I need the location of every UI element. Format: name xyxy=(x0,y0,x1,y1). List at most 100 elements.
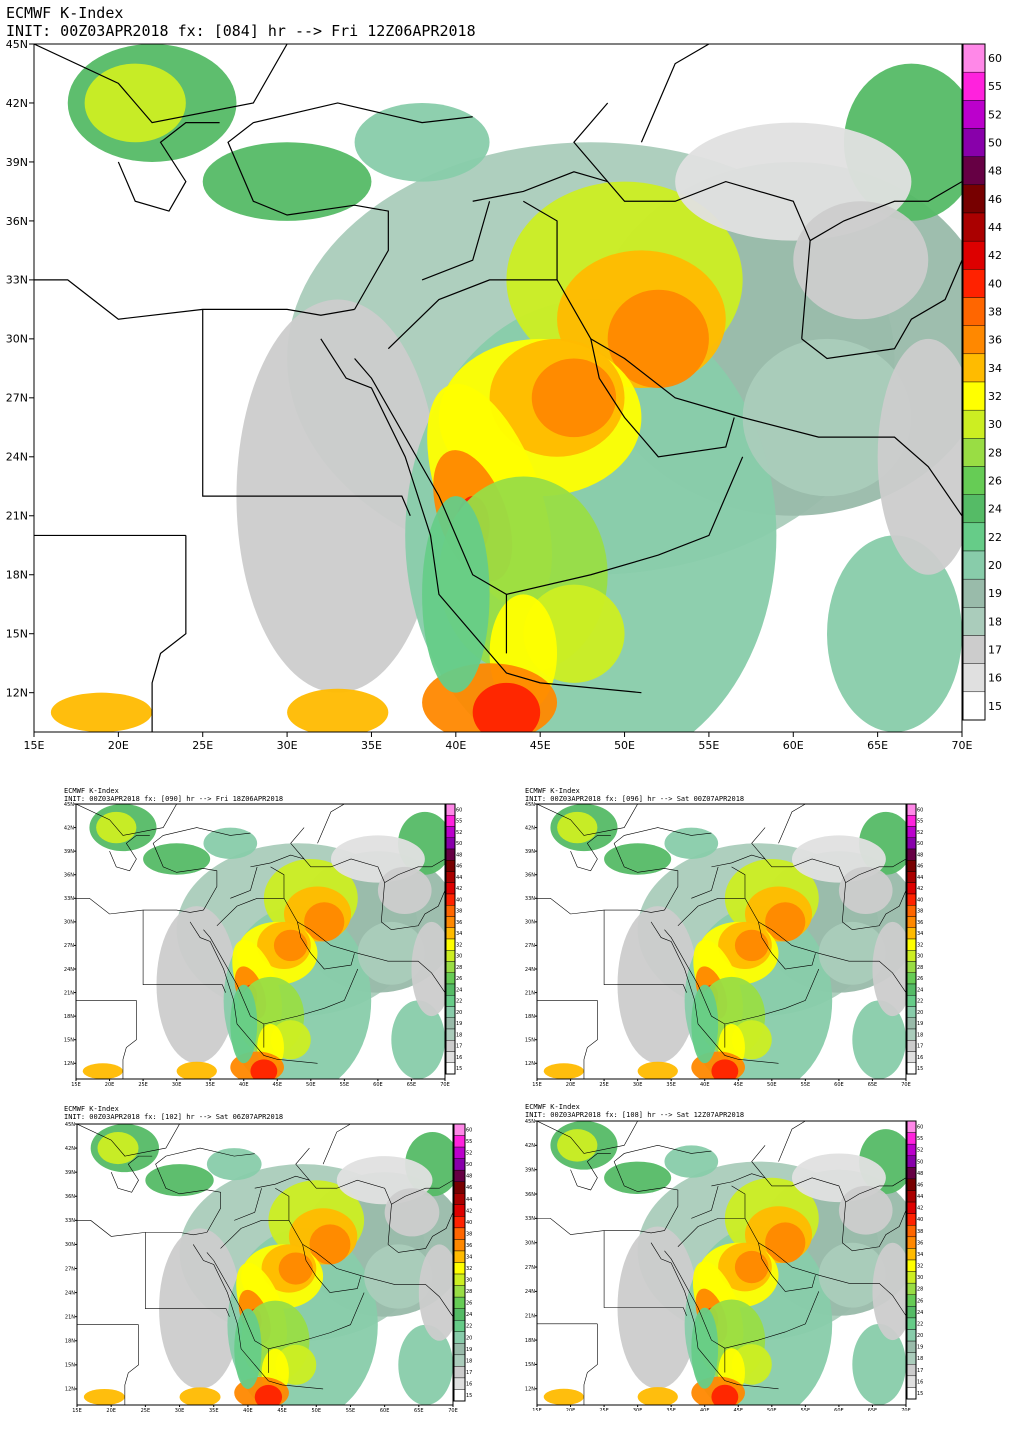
colorbar-label: 24 xyxy=(988,503,1002,516)
colorbar-label: 24 xyxy=(917,987,923,993)
colorbar-swatch xyxy=(906,1155,917,1168)
lon-tick-label: 55E xyxy=(340,1082,350,1087)
colorbar-swatch xyxy=(906,837,917,850)
lon-tick-label: 40E xyxy=(700,1082,710,1087)
colorbar-frame xyxy=(906,1120,917,1400)
lat-tick-label: 24N xyxy=(6,451,28,464)
panel-init-label: INIT: 00Z03APR2018 fx: [084] hr --> Fri … xyxy=(6,22,476,40)
lat-tick-label: 18N xyxy=(525,1338,535,1344)
colorbar-label: 46 xyxy=(917,864,923,870)
k-index-field xyxy=(537,1121,906,1405)
border-line xyxy=(320,338,642,694)
colorbar-swatch xyxy=(453,1239,466,1252)
colorbar-swatch xyxy=(906,916,917,928)
lat-tick-label: 12N xyxy=(525,1061,535,1067)
colorbar-swatch xyxy=(445,983,456,996)
border-line xyxy=(152,827,251,911)
colorbar-label: 19 xyxy=(917,1021,923,1027)
border-line xyxy=(506,456,744,595)
k-index-contour xyxy=(818,921,886,985)
colorbar-swatch xyxy=(445,972,456,985)
lon-tick-label: 20E xyxy=(106,1408,116,1414)
lat-tick-label: 12N xyxy=(65,1387,75,1393)
lat-tick-label: 36N xyxy=(64,872,74,878)
border-line xyxy=(203,929,265,1048)
k-index-contour xyxy=(364,1244,433,1309)
border-line xyxy=(758,921,906,993)
colorbar-frame xyxy=(453,1123,466,1402)
map-frame xyxy=(33,43,963,733)
lon-tick-label: 30E xyxy=(633,1408,643,1411)
k-index-contour xyxy=(691,984,719,1064)
colorbar-label: 19 xyxy=(917,1345,923,1351)
k-index-contour xyxy=(604,843,672,875)
colorbar-swatch xyxy=(906,1201,917,1214)
k-index-contour xyxy=(531,358,617,438)
colorbar-swatch xyxy=(962,297,986,326)
lon-tick-label: 50E xyxy=(767,1082,777,1087)
colorbar-label: 42 xyxy=(456,886,462,892)
lon-tick-label: 45E xyxy=(277,1408,287,1414)
colorbar-label: 44 xyxy=(917,1194,923,1200)
colorbar-swatch xyxy=(906,893,917,906)
colorbar-swatch xyxy=(962,269,986,298)
colorbar-swatch xyxy=(453,1389,466,1402)
colorbar-swatch xyxy=(906,961,917,973)
colorbar-swatch xyxy=(445,927,456,940)
border-line xyxy=(263,968,359,1025)
colorbar-swatch xyxy=(906,1259,917,1272)
border-line xyxy=(234,1188,262,1221)
border-line xyxy=(570,835,611,872)
colorbar-label: 30 xyxy=(917,1275,923,1281)
lon-tick-label: 55E xyxy=(346,1408,356,1414)
colorbar-label: 22 xyxy=(988,531,1002,544)
border-line xyxy=(202,309,411,517)
colorbar-swatch xyxy=(962,71,986,101)
panel-title: ECMWF K-Index xyxy=(525,787,580,795)
colorbar-swatch xyxy=(962,212,986,242)
colorbar-label: 38 xyxy=(917,1229,923,1235)
colorbar-swatch xyxy=(906,1178,917,1191)
lat-tick-label: 15N xyxy=(64,1037,74,1043)
colorbar-label: 52 xyxy=(456,830,462,836)
colorbar-label: 55 xyxy=(988,80,1002,93)
border-line xyxy=(317,804,345,844)
lon-tick-label: 60E xyxy=(783,739,804,752)
k-index-map: 15E 20E 25E 30E 35E 40E 45E 50E 55E 60E 65E 70E 45N 4… xyxy=(525,1119,923,1411)
lat-tick-label: 18N xyxy=(65,1339,75,1345)
k-index-contour xyxy=(203,827,258,859)
lon-tick-label: 70E xyxy=(448,1408,458,1414)
colorbar-swatch xyxy=(906,1340,917,1353)
lat-tick-label: 21N xyxy=(6,510,28,523)
lat-tick-label: 33N xyxy=(525,1216,535,1222)
lon-tick-label: 65E xyxy=(414,1408,424,1414)
border-line xyxy=(842,890,906,931)
colorbar-label: 55 xyxy=(466,1139,472,1145)
colorbar-label: 16 xyxy=(456,1055,462,1061)
border-line xyxy=(391,1179,453,1205)
k-index-contour xyxy=(384,1188,440,1237)
lon-tick-label: 65E xyxy=(868,1408,878,1411)
colorbar-label: 50 xyxy=(456,841,462,847)
k-index-contour xyxy=(543,1063,584,1079)
colorbar-swatch xyxy=(445,950,456,962)
k-index-contour xyxy=(838,866,893,914)
colorbar-swatch xyxy=(962,128,986,157)
lat-tick-label: 12N xyxy=(64,1061,74,1067)
colorbar-swatch xyxy=(906,1329,917,1342)
map-frame xyxy=(75,803,446,1080)
colorbar-label: 20 xyxy=(456,1010,462,1016)
border-line xyxy=(275,1187,290,1221)
k-index-contour xyxy=(664,1145,719,1178)
colorbar-swatch xyxy=(962,466,986,495)
colorbar-swatch xyxy=(453,1181,466,1194)
lat-tick-label: 15N xyxy=(525,1037,535,1043)
k-index-contour xyxy=(50,692,153,732)
lat-tick-label: 39N xyxy=(525,849,535,855)
colorbar-swatch xyxy=(906,1167,917,1180)
lat-tick-label: 33N xyxy=(6,274,28,287)
colorbar-label: 32 xyxy=(917,942,923,948)
lat-tick-label: 39N xyxy=(6,156,28,169)
colorbar-swatch xyxy=(453,1296,466,1309)
border-line xyxy=(155,1147,255,1233)
